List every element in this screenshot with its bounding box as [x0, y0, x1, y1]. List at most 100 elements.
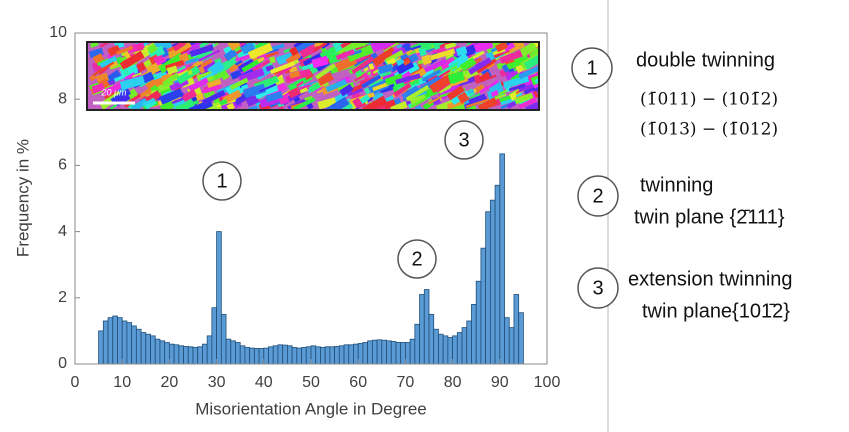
bar: [221, 314, 226, 364]
bar: [169, 344, 174, 364]
bar: [353, 344, 358, 364]
x-tick-label: 50: [302, 374, 320, 391]
bar: [405, 342, 410, 364]
bar: [424, 290, 429, 364]
note-marker: 2: [592, 185, 603, 207]
x-tick-label: 20: [161, 374, 179, 391]
bar: [245, 347, 250, 364]
inset-grain: [538, 44, 560, 60]
bar: [358, 343, 363, 364]
bar: [420, 294, 425, 364]
x-tick-label: 10: [113, 374, 131, 391]
bar: [127, 323, 132, 364]
bar: [476, 281, 481, 364]
bar: [117, 318, 122, 364]
bar: [151, 336, 156, 364]
bar: [141, 333, 146, 364]
x-tick-label: 30: [208, 374, 226, 391]
bar: [471, 304, 476, 364]
bar: [302, 347, 307, 364]
bar: [122, 321, 127, 364]
bar: [453, 336, 458, 364]
bar: [235, 342, 240, 364]
bar: [292, 347, 297, 364]
annotation-label: 1: [216, 170, 227, 192]
note-marker: 3: [592, 277, 603, 299]
bar: [519, 313, 524, 364]
x-tick-label: 100: [534, 374, 561, 391]
bar: [387, 341, 392, 364]
bar: [240, 346, 245, 364]
bar: [160, 341, 165, 364]
bar: [207, 336, 212, 364]
bar: [401, 342, 406, 364]
note-marker: 1: [586, 57, 597, 79]
x-tick-label: 60: [349, 374, 367, 391]
bar: [311, 346, 316, 364]
bar: [165, 342, 170, 364]
bar: [269, 347, 274, 364]
bar: [212, 308, 217, 364]
bar: [443, 336, 448, 364]
bar: [132, 326, 137, 364]
bar: [146, 334, 151, 364]
bar: [415, 324, 420, 364]
bar: [155, 339, 160, 364]
note-text: (1̄011) − (101̄2): [640, 90, 778, 110]
bar: [481, 248, 486, 364]
bar: [188, 347, 193, 364]
note-text: twinning: [640, 174, 713, 196]
note-text: (1̄013) − (1̄012): [640, 120, 778, 140]
bar: [330, 347, 335, 364]
bar: [99, 331, 104, 364]
bar: [462, 328, 467, 364]
y-axis-label: Frequency in %: [13, 139, 32, 257]
bar: [438, 334, 443, 364]
bar: [306, 347, 311, 364]
chart: Misorientation Angle in Degree Frequency…: [0, 0, 849, 432]
bar: [278, 345, 283, 364]
bar: [382, 340, 387, 364]
x-axis-label: Misorientation Angle in Degree: [195, 399, 427, 418]
bar: [467, 321, 472, 364]
bar: [410, 339, 415, 364]
inset-grain: [538, 95, 559, 107]
bar: [254, 348, 259, 364]
bar: [179, 346, 184, 364]
y-tick-label: 10: [49, 24, 67, 41]
inset-scale-label: 20 μm: [101, 87, 127, 97]
bar: [184, 346, 189, 364]
bar: [287, 346, 292, 364]
bar: [264, 348, 269, 364]
bar: [316, 347, 321, 364]
note-text: twin plane {2̄111}: [634, 206, 785, 228]
bar: [505, 318, 510, 364]
y-tick-label: 2: [58, 289, 67, 306]
bar: [297, 348, 302, 364]
x-tick-label: 80: [444, 374, 462, 391]
bar: [217, 232, 222, 364]
x-tick-label: 0: [71, 374, 80, 391]
bar: [429, 314, 434, 364]
bar: [113, 316, 118, 364]
annotation-label: 2: [411, 248, 422, 270]
page: {"chart_data": {"type": "histogram", "xl…: [0, 0, 849, 432]
bar: [486, 212, 491, 364]
bar: [514, 294, 519, 364]
x-tick-label: 70: [397, 374, 415, 391]
bar: [363, 342, 368, 364]
bar: [377, 340, 382, 364]
y-tick-label: 6: [58, 157, 67, 174]
bar: [368, 341, 373, 364]
note-text: extension twinning: [628, 268, 793, 290]
bar: [495, 185, 500, 364]
annotation-label: 3: [458, 129, 469, 151]
bar: [490, 200, 495, 364]
bar: [509, 328, 514, 364]
bar: [108, 318, 113, 364]
bar: [198, 347, 203, 364]
x-tick-label: 40: [255, 374, 273, 391]
bar: [339, 346, 344, 364]
bar: [320, 347, 325, 364]
bar: [457, 333, 462, 364]
